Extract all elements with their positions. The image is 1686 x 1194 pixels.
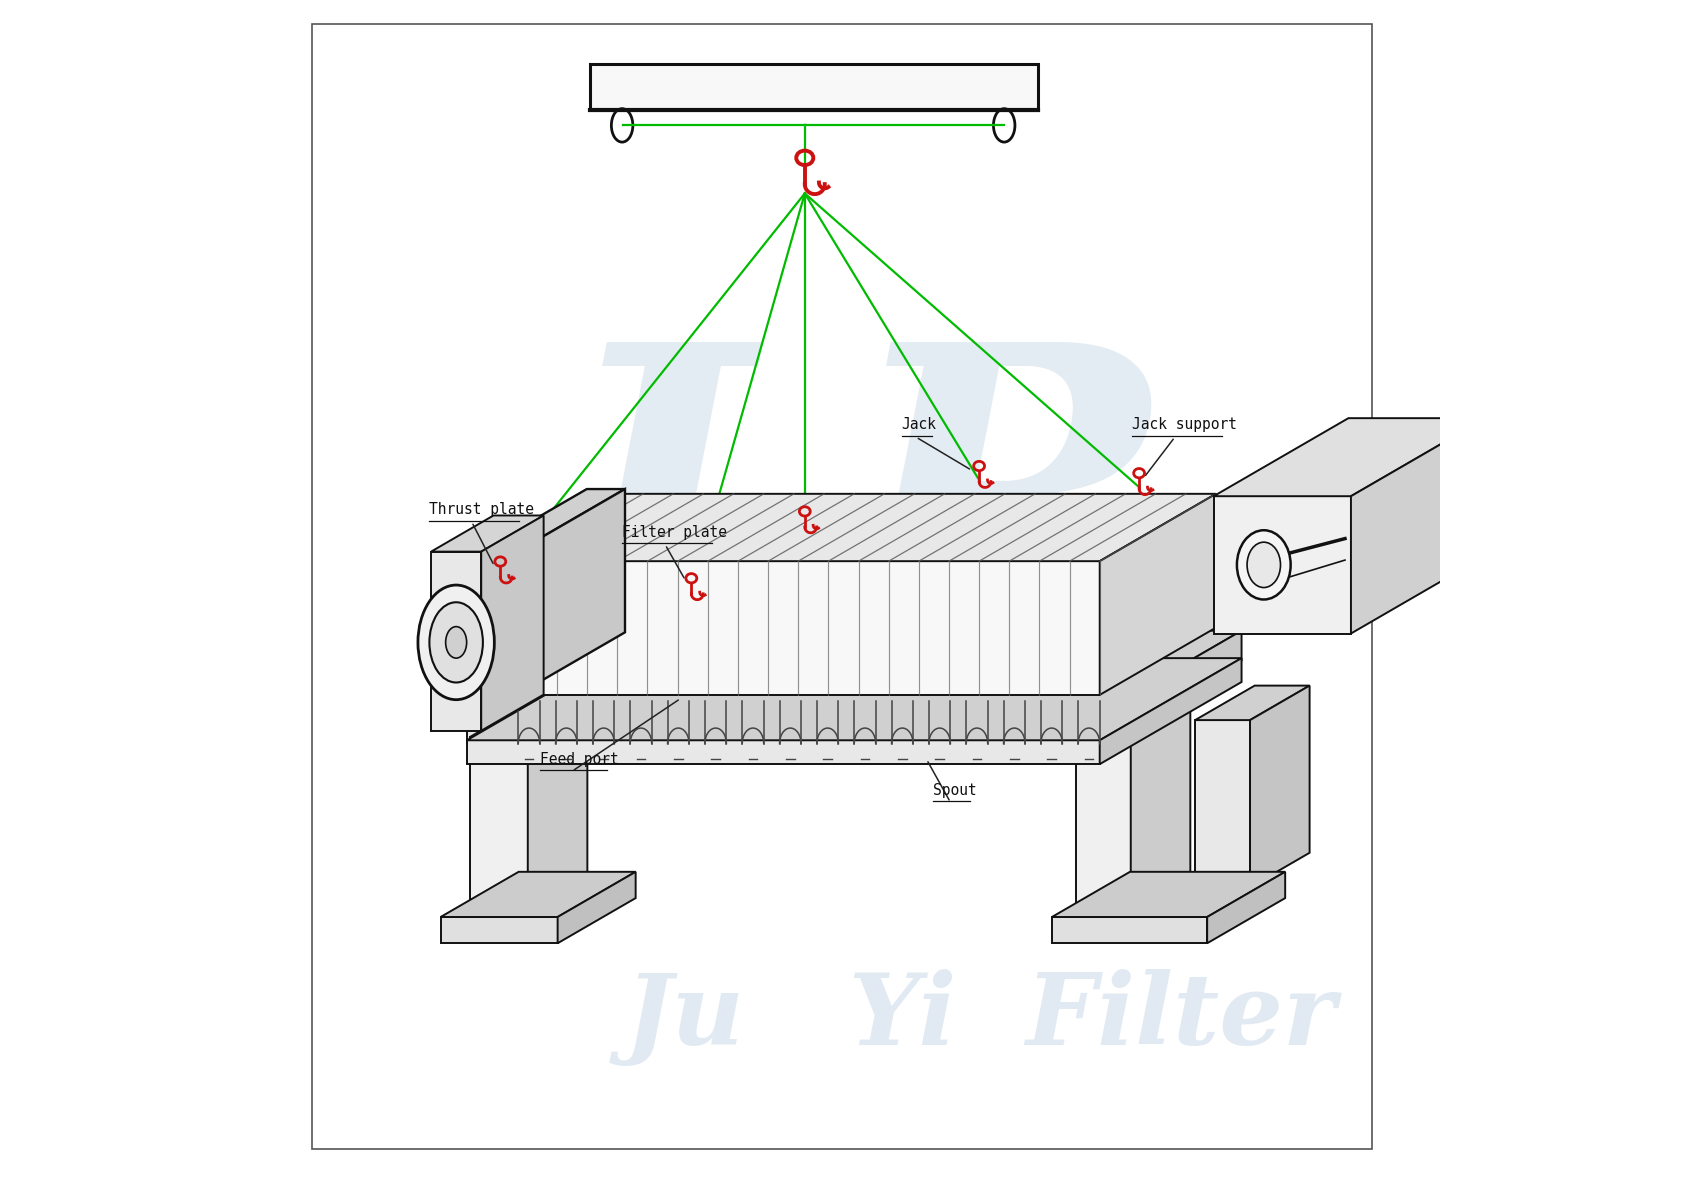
Text: Ju   Yi  Filter: Ju Yi Filter — [624, 968, 1335, 1066]
Polygon shape — [432, 516, 543, 552]
Polygon shape — [1131, 706, 1190, 922]
Polygon shape — [467, 695, 1099, 716]
Polygon shape — [467, 658, 1241, 740]
Text: J: J — [551, 331, 742, 720]
Polygon shape — [467, 740, 1099, 764]
Polygon shape — [1195, 720, 1249, 887]
Polygon shape — [1195, 685, 1310, 720]
Polygon shape — [470, 737, 528, 922]
Polygon shape — [440, 872, 636, 917]
Polygon shape — [470, 702, 587, 737]
Ellipse shape — [430, 602, 482, 683]
Polygon shape — [1099, 494, 1216, 695]
Text: Jack: Jack — [902, 417, 936, 432]
Polygon shape — [1099, 681, 1125, 716]
Polygon shape — [1052, 917, 1207, 943]
Polygon shape — [470, 490, 626, 556]
Polygon shape — [1076, 740, 1131, 922]
Polygon shape — [1052, 872, 1285, 917]
Polygon shape — [497, 494, 1216, 561]
Polygon shape — [1214, 497, 1350, 634]
Polygon shape — [558, 872, 636, 943]
Polygon shape — [470, 556, 509, 700]
Text: Jack support: Jack support — [1131, 417, 1238, 432]
Polygon shape — [1216, 613, 1241, 650]
Polygon shape — [1214, 418, 1485, 497]
Polygon shape — [481, 516, 543, 731]
Polygon shape — [528, 702, 587, 922]
Polygon shape — [1492, 338, 1674, 416]
Polygon shape — [440, 917, 558, 943]
Ellipse shape — [418, 585, 494, 700]
Ellipse shape — [1238, 530, 1291, 599]
Polygon shape — [1539, 338, 1674, 567]
Text: R: R — [843, 331, 1177, 720]
Polygon shape — [509, 490, 626, 700]
Polygon shape — [1492, 416, 1539, 567]
Polygon shape — [1350, 418, 1485, 634]
Bar — [590, 64, 1037, 110]
Text: Thrust plate: Thrust plate — [428, 501, 534, 517]
Polygon shape — [1099, 658, 1241, 764]
Ellipse shape — [445, 627, 467, 658]
Text: Feed port: Feed port — [540, 751, 619, 767]
Polygon shape — [583, 613, 1241, 628]
Polygon shape — [583, 628, 1216, 650]
Polygon shape — [1249, 685, 1310, 887]
Bar — [312, 24, 1372, 1149]
Polygon shape — [432, 552, 481, 731]
Polygon shape — [497, 561, 1099, 695]
Polygon shape — [1099, 630, 1241, 743]
Text: Spout: Spout — [932, 782, 976, 798]
Polygon shape — [1076, 706, 1190, 740]
Polygon shape — [467, 713, 1099, 743]
Polygon shape — [1207, 872, 1285, 943]
Ellipse shape — [1248, 542, 1280, 587]
Text: Filter plate: Filter plate — [622, 524, 727, 540]
Polygon shape — [467, 681, 1125, 695]
Polygon shape — [467, 630, 1241, 713]
